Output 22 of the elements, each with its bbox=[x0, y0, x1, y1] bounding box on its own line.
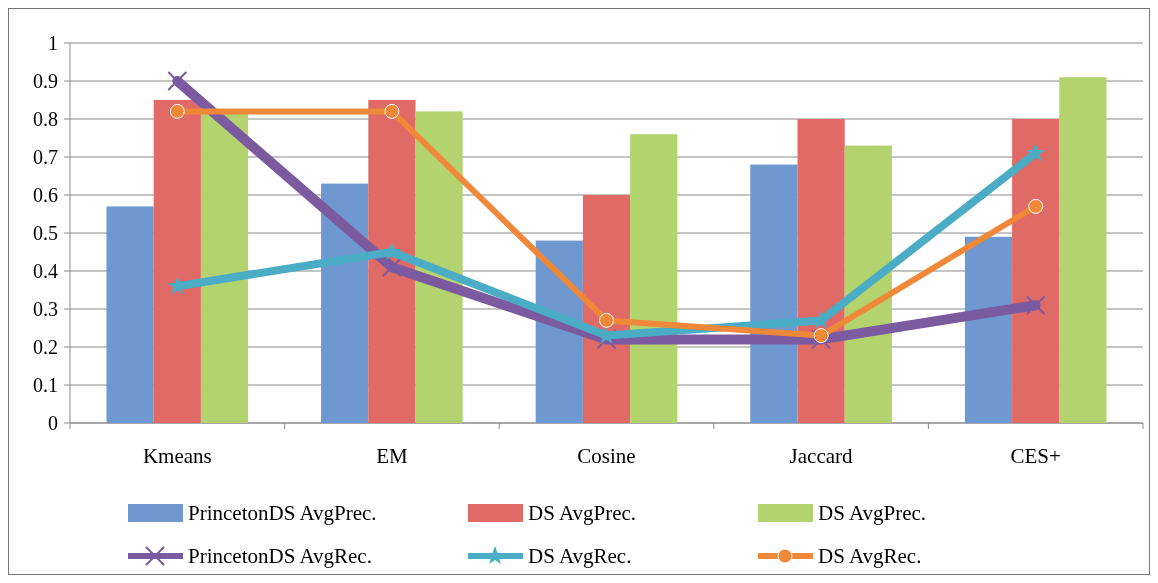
x-tick-label: Jaccard bbox=[789, 444, 854, 468]
x-tick-label: Cosine bbox=[577, 444, 636, 468]
legend-label: PrincetonDS AvgRec. bbox=[188, 544, 372, 569]
x-tick-label: Kmeans bbox=[142, 444, 212, 468]
y-tick-label: 0 bbox=[48, 412, 58, 434]
y-tick-label: 0.1 bbox=[33, 374, 58, 396]
y-tick-label: 0.6 bbox=[33, 184, 58, 206]
y-tick-label: 0.4 bbox=[33, 260, 58, 282]
x-tick-label: CES+ bbox=[1010, 444, 1061, 468]
legend-label: DS AvgRec. bbox=[818, 544, 922, 569]
y-tick-label: 1 bbox=[48, 32, 58, 54]
y-tick-label: 0.7 bbox=[33, 146, 58, 168]
legend-label: DS AvgRec. bbox=[528, 544, 632, 569]
legend-label: DS AvgPrec. bbox=[818, 501, 927, 526]
y-tick-label: 0.8 bbox=[33, 108, 58, 130]
legend-label: PrincetonDS AvgPrec. bbox=[188, 501, 377, 526]
y-tick-label: 0.2 bbox=[33, 336, 58, 358]
x-tick-label: EM bbox=[376, 444, 408, 468]
y-tick-label: 0.5 bbox=[33, 222, 58, 244]
y-tick-label: 0.3 bbox=[33, 298, 58, 320]
legend-label: DS AvgPrec. bbox=[528, 501, 637, 526]
y-tick-label: 0.9 bbox=[33, 70, 58, 92]
